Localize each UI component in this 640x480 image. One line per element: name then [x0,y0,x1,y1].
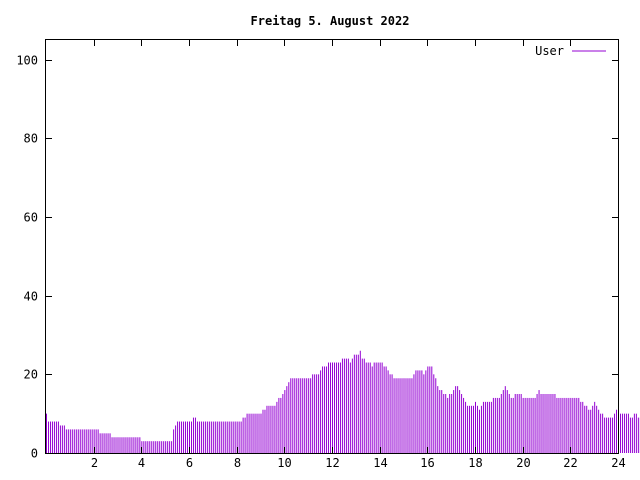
x-tick-label: 20 [516,456,530,470]
plot-frame [45,39,619,454]
x-tick-label: 6 [186,456,193,470]
y-tick-label: 0 [31,447,38,461]
legend-label-user: User [535,44,564,58]
x-tick-label: 24 [611,456,625,470]
x-tick-label: 14 [373,456,387,470]
x-tick-label: 10 [277,456,291,470]
x-tick-label: 12 [325,456,339,470]
y-tick-label: 40 [24,290,38,304]
y-axis-tick-labels: 0 20 40 60 80 100 [16,54,38,461]
x-tick-label: 16 [420,456,434,470]
x-tick-label: 2 [91,456,98,470]
bar-series [46,350,640,453]
x-tick-label: 22 [563,456,577,470]
y-tick-label: 100 [16,54,38,68]
chart-title: Freitag 5. August 2022 [251,14,410,28]
legend: User [535,44,606,58]
y-tick-label: 20 [24,368,38,382]
x-tick-label: 18 [468,456,482,470]
x-axis-tick-labels: 2 4 6 8 10 12 14 16 18 20 22 24 [91,456,626,470]
axis-ticks [46,40,619,454]
x-tick-label: 4 [138,456,145,470]
x-tick-label: 8 [234,456,241,470]
y-tick-label: 60 [24,211,38,225]
y-tick-label: 80 [24,132,38,146]
